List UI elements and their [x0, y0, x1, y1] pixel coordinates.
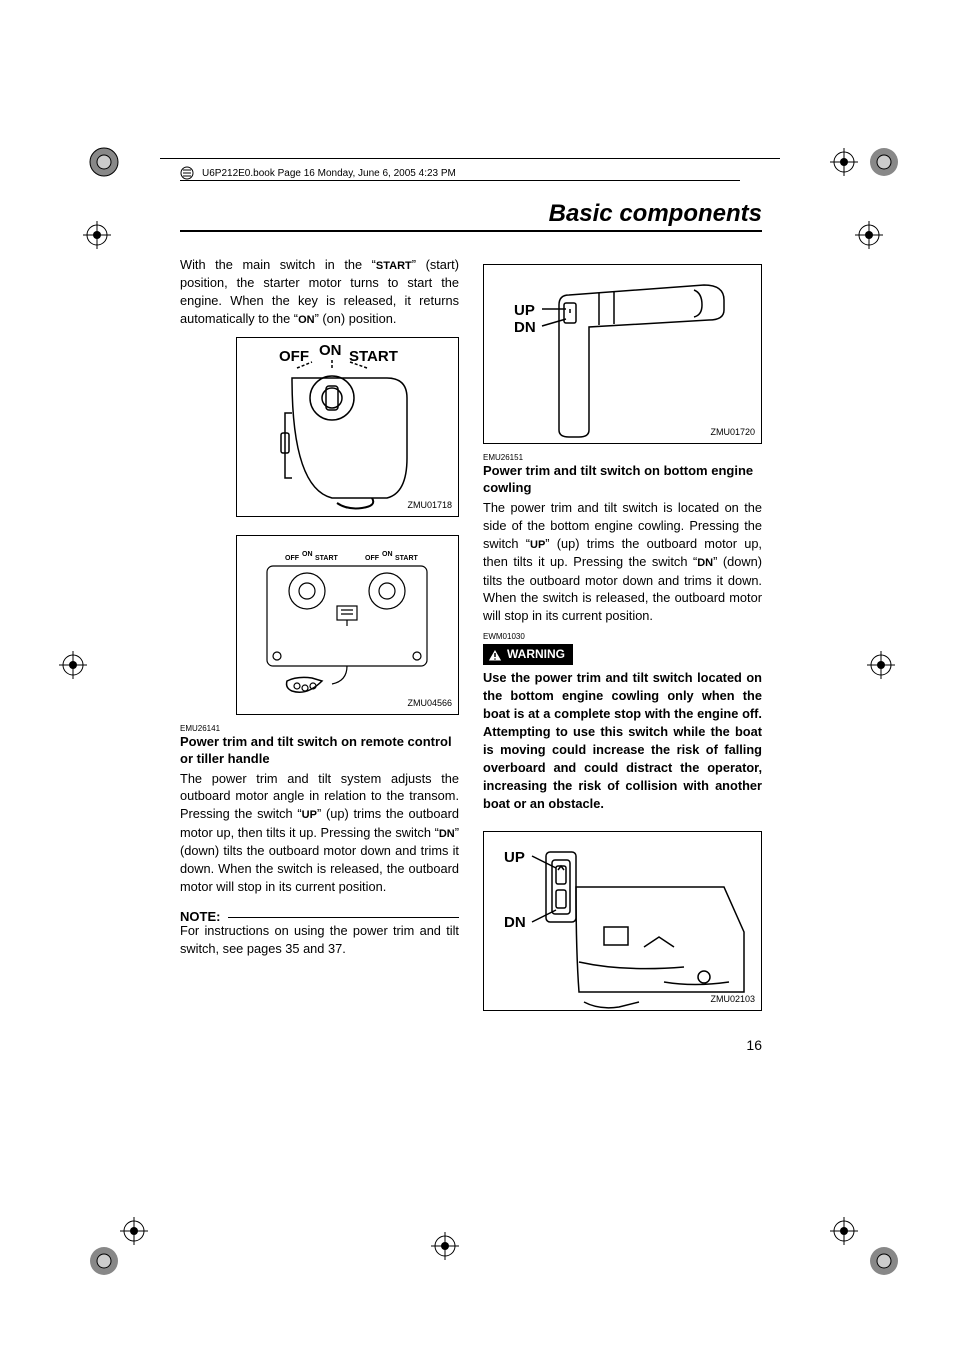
figure-dual-switch-panel: OFF ON START OFF ON START ZMU04566: [236, 535, 459, 715]
section-heading-cowling: Power trim and tilt switch on bottom eng…: [483, 463, 762, 497]
doc-id-3: EWM01030: [483, 631, 762, 642]
intro-paragraph: With the main switch in the “START” (sta…: [180, 256, 459, 329]
warning-label: WARNING: [507, 646, 565, 663]
crop-mark-bottom-left: [74, 1201, 164, 1291]
fig1-label-start: START: [349, 346, 398, 367]
figure-remote-control: OFF ON START: [236, 337, 459, 517]
fig4-label-dn: DN: [504, 912, 526, 933]
fig2-label-on-1: ON: [302, 550, 313, 560]
crop-mark-upper-right: [824, 190, 914, 280]
fig2-label-off-2: OFF: [365, 554, 379, 564]
page-number: 16: [180, 1037, 762, 1053]
right-column: UP DN ZMU01720 EMU26151: [483, 256, 762, 1019]
fig1-label-off: OFF: [279, 346, 309, 367]
fig4-label-up: UP: [504, 847, 525, 868]
fig3-label-dn: DN: [514, 317, 536, 338]
fig1-id: ZMU01718: [407, 499, 452, 512]
section-heading-remote: Power trim and tilt switch on remote con…: [180, 734, 459, 768]
note-text: For instructions on using the power trim…: [180, 922, 459, 958]
fig4-id: ZMU02103: [710, 993, 755, 1006]
crop-mark-upper-left: [52, 190, 142, 280]
crop-mark-mid-right: [836, 620, 926, 710]
page-content: Basic components With the main switch in…: [180, 200, 762, 1053]
crop-mark-mid-left: [28, 620, 118, 710]
fig2-label-on-2: ON: [382, 550, 393, 560]
fig2-label-start-2: START: [395, 554, 418, 564]
fig2-drawing: [237, 536, 460, 716]
running-head-text: U6P212E0.book Page 16 Monday, June 6, 20…: [202, 168, 456, 179]
fig1-label-on: ON: [319, 340, 342, 361]
note-block: NOTE: For instructions on using the powe…: [180, 908, 459, 958]
doc-id-1: EMU26141: [180, 723, 459, 734]
warning-triangle-icon: [487, 648, 503, 662]
fig4-drawing: [484, 832, 763, 1012]
crop-mark-bottom-right: [824, 1201, 914, 1291]
fig2-label-start-1: START: [315, 554, 338, 564]
left-column: With the main switch in the “START” (sta…: [180, 256, 459, 1019]
fig3-drawing: [484, 265, 763, 445]
running-head: U6P212E0.book Page 16 Monday, June 6, 20…: [180, 166, 456, 180]
fig2-label-off-1: OFF: [285, 554, 299, 564]
chapter-title: Basic components: [180, 200, 762, 228]
fig2-id: ZMU04566: [407, 697, 452, 710]
doc-id-2: EMU26151: [483, 452, 762, 463]
figure-tiller-handle: UP DN ZMU01720: [483, 264, 762, 444]
chapter-underline: [180, 230, 762, 232]
running-head-line: [180, 180, 740, 181]
para-cowling: The power trim and tilt switch is locate…: [483, 499, 762, 625]
warning-text: Use the power trim and tilt switch locat…: [483, 669, 762, 812]
para-remote: The power trim and tilt system adjusts t…: [180, 770, 459, 896]
running-head-frame: [160, 158, 780, 159]
crop-mark-bottom-mid: [400, 1201, 490, 1291]
columns: With the main switch in the “START” (sta…: [180, 256, 762, 1019]
book-icon: [180, 166, 194, 180]
figure-engine-cowling: UP DN: [483, 831, 762, 1011]
warning-box: WARNING: [483, 644, 573, 665]
fig3-id: ZMU01720: [710, 426, 755, 439]
note-line: [228, 917, 459, 918]
